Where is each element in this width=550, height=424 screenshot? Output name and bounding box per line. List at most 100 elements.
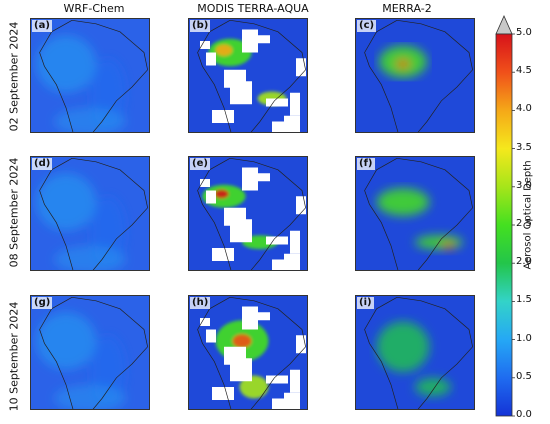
panel-frame [30,295,150,410]
missing-data-patch [272,259,288,271]
aod-field [36,35,126,133]
aod-blob [442,242,455,250]
aod-blob [232,334,252,348]
panel-i: (i) [355,295,475,410]
panel-frame [30,156,150,271]
missing-data-patch [206,329,216,343]
colorbar-tick-label: 3.5 [516,141,532,153]
panel-label: (a) [32,20,52,32]
panel-frame [188,295,308,410]
panel-h: (h) [188,295,308,410]
missing-data-patch [242,29,258,53]
panel-e: (e) [188,156,308,271]
missing-data-patch [206,52,216,66]
panel-map-4 [188,156,308,271]
missing-data-patch [290,230,300,254]
panel-label: (h) [190,297,211,309]
panel-label: (b) [190,20,211,32]
coastline-east [396,19,473,133]
missing-data-patch [254,312,270,321]
panel-map-8 [355,295,475,410]
panel-map-1 [188,18,308,133]
coastline-east [229,157,306,271]
missing-data-patch [230,219,252,243]
missing-data-patch [230,81,252,105]
coastline-east [71,19,148,133]
missing-data-patch [212,387,234,400]
panel-label: (c) [357,20,377,32]
coastline-west [364,296,399,410]
coastline-east [71,157,148,271]
panel-frame [355,18,475,133]
colorbar-label: Aerosol Optical Depth [522,160,534,270]
missing-data-patch [242,306,258,330]
missing-data-patch [266,98,288,107]
missing-data-patch [290,92,300,116]
missing-data-patch [296,58,306,77]
colorbar-tick-label: 1.5 [516,294,532,306]
row-label-10-sep: 10 September 2024 [7,301,21,412]
missing-data-patch [206,190,216,204]
missing-data-patch [230,358,252,382]
colorbar: 0.0 0.5 1.0 1.5 2.0 2.5 3.0 3.5 4.0 4.5 5.0 [494,12,550,420]
panel-label: (f) [357,158,375,170]
panel-f: (f) [355,156,475,271]
panel-d: (d) [30,156,150,271]
coastline-west [364,157,399,271]
panel-map-6 [30,295,150,410]
panel-map-3 [30,156,150,271]
colorbar-tick-label: 3.0 [516,179,532,191]
missing-data-patch [212,110,234,123]
colorbar-tick-label: 4.0 [516,103,532,115]
panel-frame [188,18,308,133]
missing-data-patch [284,392,300,410]
aod-blob [376,321,430,373]
colorbar-extend-max [495,15,513,35]
missing-data-patch [254,173,270,182]
missing-data-patch [272,121,288,133]
missing-data-patch [242,167,258,191]
panel-frame [30,18,150,133]
panel-frame [355,295,475,410]
coastline-east [229,19,306,133]
panel-frame [188,156,308,271]
missing-data-patch [284,253,300,271]
missing-data-patch [272,398,288,410]
panel-label: (e) [190,158,210,170]
aod-blob [215,44,233,56]
aod-blob [214,189,229,199]
colorbar-tick-label: 1.0 [516,332,532,344]
panel-c: (c) [355,18,475,133]
missing-data-patch [290,369,300,393]
coastline-west [364,19,399,133]
panel-label: (i) [357,297,374,309]
missing-data-patch [266,375,288,384]
panel-a: (a) [30,18,150,133]
aod-field [379,45,427,78]
coastline-east [71,296,148,410]
colorbar-tick-label: 5.0 [516,27,532,38]
column-title-modis: MODIS TERRA-AQUA [197,2,309,15]
colorbar-tick-label: 0.5 [516,370,532,382]
aod-blob [54,245,126,271]
aod-field [376,321,451,397]
colorbar-graphic [495,15,515,417]
colorbar-tick-label: 4.5 [516,65,532,77]
missing-data-patch [200,179,210,187]
panel-frame [355,156,475,271]
aod-blob [395,59,411,69]
aod-field [36,312,126,410]
column-title-wrf-chem: WRF-Chem [63,2,125,15]
missing-data-patch [296,196,306,215]
row-label-08-sep: 08 September 2024 [7,157,21,268]
missing-data-patch [200,318,210,326]
aod-blob [415,377,451,397]
aod-blob [376,188,430,216]
coastline-east [396,296,473,410]
panel-map-5 [355,156,475,271]
colorbar-bar [495,33,513,417]
column-title-merra2: MERRA-2 [382,2,432,15]
colorbar-tick-label: 2.0 [516,256,532,268]
panel-label: (d) [32,158,53,170]
